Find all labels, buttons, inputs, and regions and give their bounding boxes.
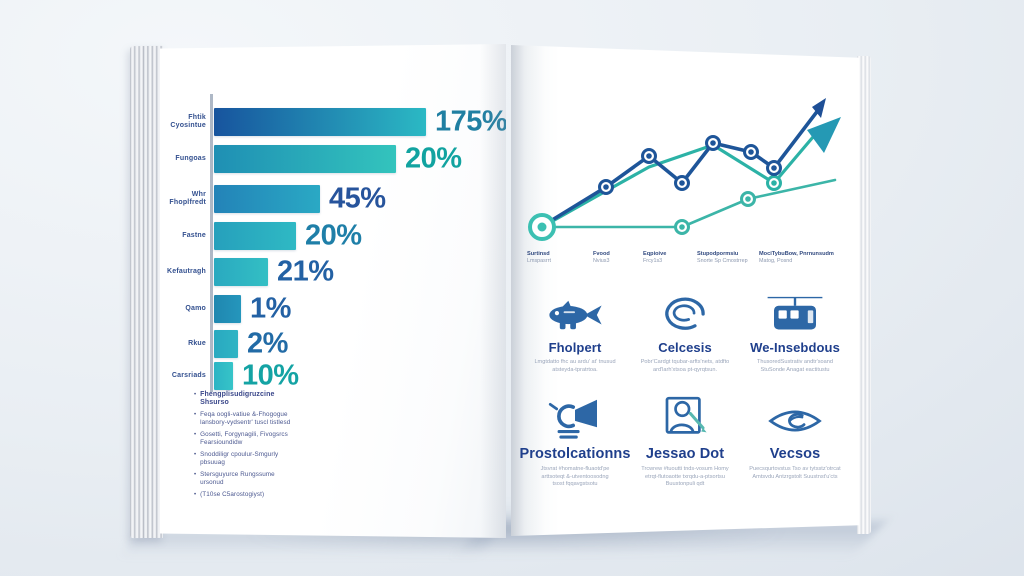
portrait-pencil-icon	[629, 396, 741, 441]
bar-row: Rkue 2%	[160, 327, 500, 360]
bar-value-label: 175%	[435, 105, 508, 138]
bar	[214, 108, 426, 136]
bar-row: Carsriads 10%	[160, 359, 500, 392]
cable-car-icon	[739, 291, 851, 335]
bar-label: Whr Fhoplfredt	[169, 191, 206, 206]
x-axis-label: Stupodpormsiu Snorte Sp Cmostrrep	[697, 251, 748, 264]
footnote-item: • Snoddiligr cpoulur-Smgurly pbsuuag	[194, 451, 279, 466]
bar-label: Kefautragh	[167, 268, 206, 275]
bullet: •	[194, 472, 197, 478]
bar-row: Fungoas 20%	[160, 142, 500, 175]
bullet: •	[194, 492, 197, 498]
footnote-item: • (T10se C5arostogiyst)	[194, 491, 265, 498]
feature-name: Jessao Dot	[645, 446, 725, 462]
bar-value-label: 10%	[242, 359, 299, 392]
bar-value-label: 1%	[250, 292, 291, 325]
bar-value-label: 21%	[277, 255, 334, 288]
bar-chart-axis	[210, 94, 213, 392]
x-axis-label: MociTybuBow, Pnrnunsudm Matog, Posnd	[759, 251, 834, 264]
eye-swirl-icon	[739, 397, 851, 441]
line-chart-x-labels: Surtinsd Lmspasrrt Fvood Nvius3 Eqpioive Fr…	[511, 251, 859, 273]
bar	[214, 362, 233, 390]
bar-label: Fhtik Cyosintue	[170, 114, 206, 129]
x-axis-label: Surtinsd Lmspasrrt	[527, 251, 551, 264]
fish-icon	[519, 291, 631, 335]
bar-value-label: 2%	[247, 327, 288, 360]
bar	[214, 185, 320, 213]
bar-value-label: 45%	[329, 182, 386, 215]
footnote-item: • Stersguyurce Rungssume ursonud	[194, 471, 275, 486]
bullet: •	[194, 412, 197, 418]
feature-desc: Trcwrew #tuoutti tnds-vosum Homy etrqt-fl…	[641, 466, 729, 487]
bar-row: Qamo 1%	[160, 292, 500, 325]
bar-row: Whr Fhoplfredt 45%	[160, 182, 500, 215]
bullet: •	[194, 392, 197, 398]
feature-name: Fholpert	[548, 340, 602, 355]
feature-name: Prostolcationns	[519, 446, 631, 462]
page-stack-left-edge	[130, 45, 163, 539]
left-page: Fhtik Cyosintue 175% Fungoas 20% Whr Fhopl…	[160, 44, 506, 538]
feature-card: Fholpert Lmgtdatto fhc au ardu' at' tnus…	[519, 291, 631, 374]
bar	[214, 330, 238, 358]
line-chart-svg	[528, 98, 841, 241]
feature-name: We-Insebdous	[750, 340, 840, 355]
feature-card: Celcesis Pobr'Cardgt tqubar-arfts'nets, …	[629, 291, 741, 374]
bar-label: Fastne	[182, 232, 206, 239]
bar-label: Qamo	[185, 305, 206, 312]
bar-row: Fastne 20%	[160, 219, 500, 252]
bar-row: Kefautragh 21%	[160, 255, 500, 288]
page-stack-right-edge	[857, 55, 871, 535]
footnote-list: • Fhengplisudigruzcine Shsurso • Feqa oogli…	[194, 391, 354, 503]
bar-label: Fungoas	[175, 155, 206, 162]
x-axis-label: Eqpioive Frcy1s3	[643, 251, 667, 264]
bullet: •	[194, 452, 197, 458]
feature-desc: Puecsqurtovstus Tso av tytsstz'otrcat Amt…	[749, 466, 841, 480]
feature-card: We-Insebdous ThusoredSustrativ andtr'soa…	[739, 291, 851, 374]
right-page: Surtinsd Lmspasrrt Fvood Nvius3 Eqpioive Fr…	[511, 45, 859, 536]
feature-card: Jessao Dot Trcwrew #tuoutti tnds-vosum H…	[629, 396, 741, 489]
bullet: •	[194, 432, 197, 438]
bar	[214, 145, 396, 173]
feature-desc: Pobr'Cardgt tqubar-arfts'nets, atdfto ard…	[640, 359, 730, 373]
footnote-item: • Feqa oogli-vatiue &-Fhogogue lansbory-vy…	[194, 411, 291, 426]
footnote-item: • Fhengplisudigruzcine Shsurso	[194, 391, 275, 406]
bar	[214, 222, 296, 250]
bar-label: Rkue	[188, 340, 206, 347]
feature-desc: Jtsvrat #homatne-fluaotd'pe arttsoteqt &-…	[540, 466, 610, 487]
feature-card: Prostolcationns Jtsvrat #homatne-fluaotd…	[519, 397, 631, 489]
footnote-item: • Gosetti, Forgynagili, Fivogsrcs Fearsiou…	[194, 431, 288, 446]
bar	[214, 258, 268, 286]
bar-label: Carsriads	[171, 372, 206, 379]
bar-value-label: 20%	[305, 219, 362, 252]
feature-name: Vecsos	[769, 446, 821, 462]
feature-desc: ThusoredSustrativ andtr'soand StuSonde An…	[756, 359, 833, 373]
x-axis-label: Fvood Nvius3	[593, 251, 610, 264]
megaphone-icon	[519, 397, 631, 441]
feature-desc: Lmgtdatto fhc au ardu' at' tnusud atsteyd…	[534, 359, 616, 373]
feature-name: Celcesis	[658, 340, 712, 355]
feature-card: Vecsos Puecsqurtovstus Tso av tytsstz'ot…	[739, 397, 851, 481]
bar	[214, 295, 241, 323]
bar-row: Fhtik Cyosintue 175%	[160, 106, 506, 138]
spiral-icon	[629, 291, 741, 335]
bar-value-label: 20%	[405, 142, 462, 175]
